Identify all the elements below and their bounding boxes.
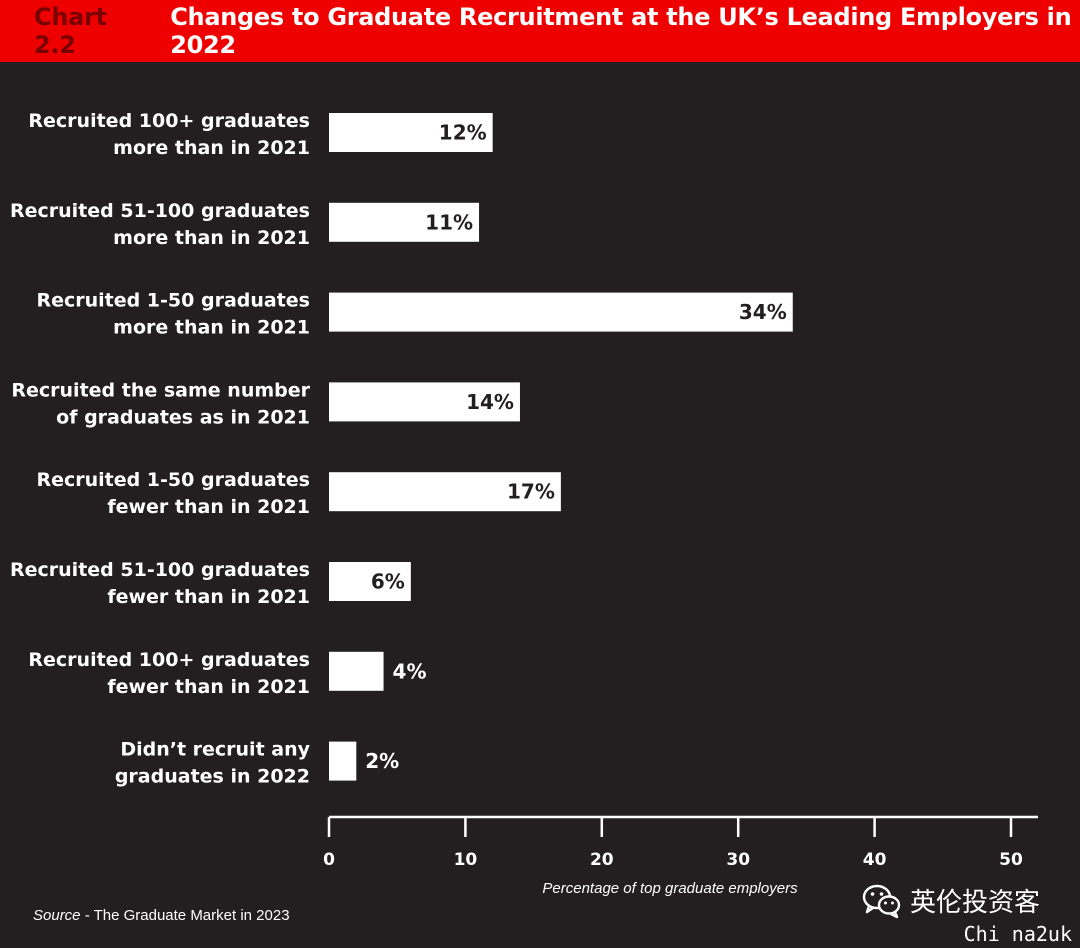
x-tick-label: 20 [590, 850, 614, 870]
data-label: 12% [439, 121, 487, 145]
category-label: more than in 2021 [113, 227, 310, 249]
category-label: Recruited 51-100 graduates [10, 559, 310, 581]
watermark: Chi na2uk [961, 922, 1074, 946]
bar [329, 292, 793, 332]
category-label: graduates in 2022 [115, 766, 310, 788]
category-label: of graduates as in 2021 [56, 406, 310, 428]
source-prefix: Source [33, 907, 81, 924]
data-label: 6% [371, 570, 405, 594]
x-axis-title: Percentage of top graduate employers [542, 880, 798, 897]
category-label: Recruited 51-100 graduates [10, 200, 310, 222]
source-note: Source - The Graduate Market in 2023 [33, 907, 290, 924]
category-label: fewer than in 2021 [107, 586, 310, 608]
category-label: Recruited the same number [11, 379, 310, 401]
title-bar: Chart 2.2 Changes to Graduate Recruitmen… [0, 0, 1080, 62]
category-label: Recruited 100+ graduates [28, 110, 310, 132]
bar [329, 472, 561, 512]
data-label: 17% [507, 480, 555, 504]
category-label: Recruited 100+ graduates [28, 649, 310, 671]
category-label: Recruited 1-50 graduates [36, 290, 310, 312]
x-tick-label: 10 [454, 850, 478, 870]
bar [329, 113, 493, 152]
category-label: fewer than in 2021 [107, 676, 310, 698]
category-label: more than in 2021 [113, 317, 310, 339]
x-tick-label: 30 [726, 850, 750, 870]
category-label: more than in 2021 [113, 137, 310, 159]
x-tick-label: 0 [323, 850, 335, 870]
chart-title: Changes to Graduate Recruitment at the U… [170, 3, 1072, 59]
bar [329, 202, 480, 242]
category-label: Didn’t recruit any [120, 739, 310, 761]
wechat-icon [862, 884, 901, 918]
data-label: 2% [365, 749, 399, 773]
x-tick-label: 50 [999, 850, 1023, 870]
chart-number: Chart 2.2 [34, 3, 107, 59]
x-tick-label: 40 [863, 850, 887, 870]
data-label: 34% [739, 300, 787, 324]
category-label: Recruited 1-50 graduates [36, 469, 310, 491]
data-label: 11% [425, 210, 473, 234]
brand-name: 英伦投资客 [910, 888, 1041, 918]
bar [329, 382, 520, 422]
bar [329, 562, 411, 601]
data-label: 14% [466, 390, 514, 414]
bar [329, 741, 357, 781]
bar [329, 651, 384, 691]
source-text: - The Graduate Market in 2023 [80, 907, 290, 924]
wechat-brand: 英伦投资客 [862, 882, 1040, 919]
data-label: 4% [393, 659, 427, 683]
category-label: fewer than in 2021 [107, 496, 310, 518]
